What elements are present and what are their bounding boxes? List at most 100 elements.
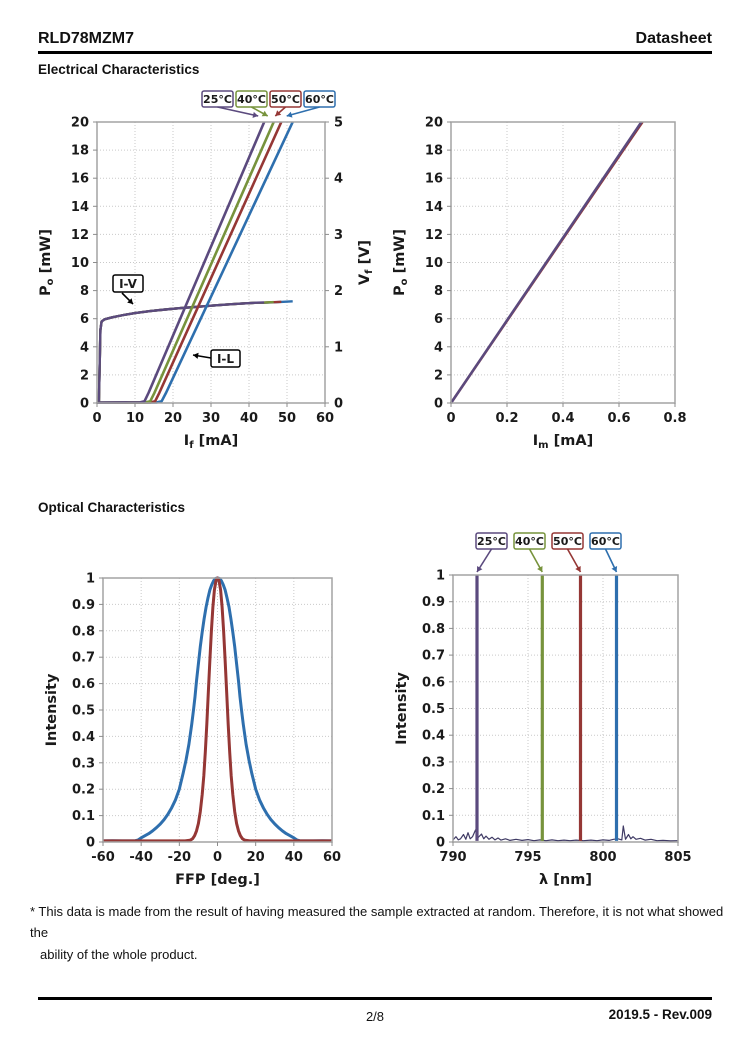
svg-text:40: 40	[285, 850, 303, 865]
svg-text:8: 8	[434, 284, 443, 299]
svg-text:0: 0	[86, 836, 95, 851]
po-im-chart: 0 0.2 0.4 0.6 0.8 0 2 4 6 8 10 12 14 16 18 20 Im [mA] Po …	[392, 116, 687, 452]
svg-text:0.4: 0.4	[551, 411, 574, 426]
legend-label: 50°C	[553, 535, 582, 548]
svg-text:0.6: 0.6	[607, 411, 630, 426]
svg-text:0: 0	[334, 397, 343, 412]
svg-text:20: 20	[425, 116, 443, 131]
svg-text:12: 12	[425, 228, 443, 243]
svg-text:0.4: 0.4	[422, 729, 445, 744]
section-heading-electrical: Electrical Characteristics	[38, 62, 200, 77]
legend-label: 40°C	[515, 535, 544, 548]
y-axis-title: Po [mW]	[392, 229, 410, 296]
svg-text:805: 805	[664, 850, 691, 865]
footnote: * This data is made from the result of h…	[30, 901, 732, 965]
svg-text:2: 2	[434, 368, 443, 383]
x-axis-title: If [mA]	[184, 433, 238, 451]
svg-text:795: 795	[514, 850, 541, 865]
svg-text:0.9: 0.9	[422, 595, 445, 610]
svg-text:50: 50	[278, 411, 296, 426]
svg-text:60: 60	[323, 850, 341, 865]
y-axis-title: Intensity	[394, 672, 410, 745]
svg-text:4: 4	[434, 340, 443, 355]
svg-text:0.8: 0.8	[72, 624, 95, 639]
svg-text:0.2: 0.2	[495, 411, 518, 426]
series	[449, 121, 644, 404]
section-heading-optical: Optical Characteristics	[38, 500, 186, 515]
y-axis-title: Intensity	[44, 673, 60, 746]
svg-text:60: 60	[316, 411, 334, 426]
svg-text:0.3: 0.3	[72, 756, 95, 771]
svg-text:0.2: 0.2	[72, 783, 95, 798]
y2-axis-title: Vf [V]	[357, 240, 375, 285]
x-axis-title: Im [mA]	[533, 433, 593, 451]
spectrum-chart: 790 795 800 805 0 0.1 0.2 0.3 0.4 0.5 0.6 0.7 0.8 0.9…	[394, 532, 692, 888]
chart-spectrum-figure: 790 795 800 805 0 0.1 0.2 0.3 0.4 0.5 0.6 0.7 0.8 0.9…	[388, 520, 723, 910]
svg-text:0.1: 0.1	[422, 809, 445, 824]
footnote-line-1: * This data is made from the result of h…	[30, 904, 724, 941]
svg-text:8: 8	[80, 284, 89, 299]
svg-text:10: 10	[126, 411, 144, 426]
svg-text:30: 30	[202, 411, 220, 426]
svg-text:14: 14	[425, 200, 443, 215]
svg-text:0.5: 0.5	[72, 704, 95, 719]
legend-label: 25°C	[203, 93, 232, 106]
legend-label: 25°C	[477, 535, 506, 548]
svg-text:4: 4	[80, 340, 89, 355]
ffp-chart: -60 -40 -20 0 20 40 60 0 0.1 0.2 0.3 0.4 0.5 0.6 0.7 0.…	[44, 572, 341, 889]
svg-text:0.9: 0.9	[72, 598, 95, 613]
series-po-im-25c	[449, 121, 643, 404]
revision-label: 2019.5 - Rev.009	[608, 1007, 712, 1022]
svg-text:0.8: 0.8	[663, 411, 686, 426]
svg-text:16: 16	[71, 172, 89, 187]
doc-type-label: Datasheet	[635, 30, 712, 47]
page-header: RLD78MZM7 Datasheet	[38, 30, 712, 54]
svg-text:0.7: 0.7	[422, 649, 445, 664]
svg-text:18: 18	[425, 144, 443, 159]
svg-text:14: 14	[71, 200, 89, 215]
legend-label: 60°C	[591, 535, 620, 548]
svg-text:790: 790	[439, 850, 466, 865]
svg-text:10: 10	[425, 256, 443, 271]
svg-text:20: 20	[247, 850, 265, 865]
svg-text:0.1: 0.1	[72, 809, 95, 824]
svg-text:40: 40	[240, 411, 258, 426]
svg-text:6: 6	[434, 312, 443, 327]
svg-text:-40: -40	[129, 850, 153, 865]
footer-rule	[38, 997, 712, 1000]
series	[452, 575, 679, 842]
x-axis-title: λ [nm]	[539, 872, 592, 888]
axis-ticks: 0 0.2 0.4 0.6 0.8 0 2 4 6 8 10 12 14 16 18 20	[425, 116, 687, 427]
svg-text:-60: -60	[91, 850, 115, 865]
svg-text:2: 2	[334, 284, 343, 299]
svg-text:1: 1	[334, 340, 343, 355]
series-iv-25c	[96, 301, 265, 405]
chart-po-im-figure: 0 0.2 0.4 0.6 0.8 0 2 4 6 8 10 12 14 16 18 20 Im [mA] Po …	[388, 85, 723, 468]
svg-text:16: 16	[425, 172, 443, 187]
svg-text:0: 0	[92, 411, 101, 426]
legend-label: 60°C	[305, 93, 334, 106]
svg-text:0.4: 0.4	[72, 730, 95, 745]
svg-text:0.7: 0.7	[72, 651, 95, 666]
footnote-line-2: ability of the whole product.	[40, 946, 198, 962]
svg-text:0.6: 0.6	[72, 677, 95, 692]
svg-text:10: 10	[71, 256, 89, 271]
svg-text:12: 12	[71, 228, 89, 243]
gridlines	[453, 575, 678, 842]
svg-text:0: 0	[213, 850, 222, 865]
svg-text:0.8: 0.8	[422, 622, 445, 637]
gridlines	[103, 578, 332, 842]
legend: 25°C 40°C 50°C 60°C	[475, 532, 622, 573]
svg-text:20: 20	[71, 116, 89, 131]
annotation-label: I-L	[217, 352, 234, 366]
svg-text:0: 0	[434, 397, 443, 412]
axis-ticks: 790 795 800 805 0 0.1 0.2 0.3 0.4 0.5 0.6 0.7 0.8 0.9…	[422, 569, 692, 866]
chart-il-iv-figure: 0 10 20 30 40 50 60 0 2 4 6 8 10 12 14 16 18 20 0 1 2 3 4 5 If […	[30, 85, 385, 468]
annotations: I-V I-L	[112, 274, 241, 368]
svg-text:18: 18	[71, 144, 89, 159]
svg-text:4: 4	[334, 172, 343, 187]
svg-text:5: 5	[334, 116, 343, 131]
